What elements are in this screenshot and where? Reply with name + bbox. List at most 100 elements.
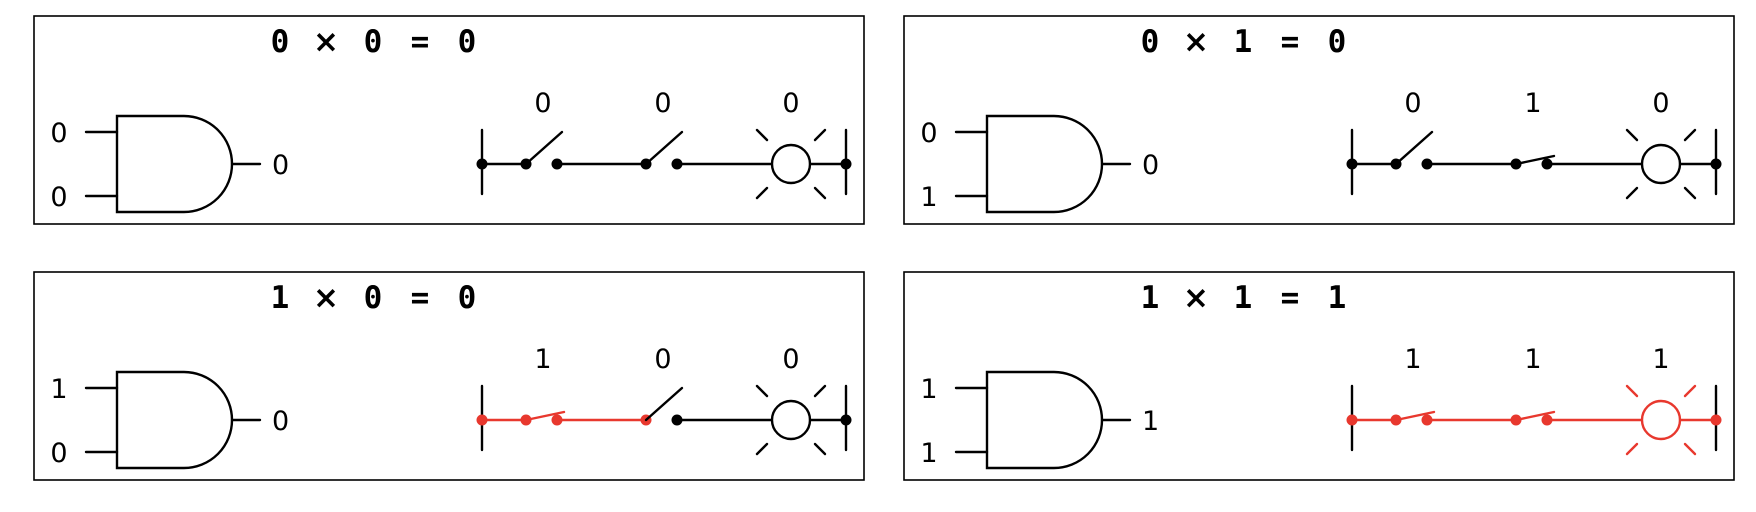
equation-times-sign: ×: [1183, 280, 1209, 316]
gate-output-label: 0: [272, 406, 289, 437]
series-switch-circuit: [1346, 128, 1722, 200]
panel-frame: [33, 15, 865, 225]
rail-node-left: [476, 158, 488, 170]
switch-b-state-label: 0: [654, 88, 671, 119]
switch-b-state-label: 0: [654, 344, 671, 375]
rail-node-right: [1710, 414, 1722, 426]
equation-times-sign: ×: [313, 280, 339, 316]
equation-result: 1: [1328, 280, 1347, 316]
equation-result: 0: [458, 24, 477, 60]
equation-operand-b: 1: [1234, 24, 1253, 60]
lamp-bulb: [1640, 143, 1682, 185]
lamp-ray-4: [813, 186, 827, 200]
switch-a-state-label: 1: [534, 344, 551, 375]
lamp-ray-1: [1625, 128, 1639, 142]
lamp-ray-1: [1625, 384, 1639, 398]
lamp-ray-3: [755, 186, 769, 200]
panel-3: 1 × 0 = 0 1 0 0 1 0 0: [33, 271, 865, 481]
rail-node-left: [476, 414, 488, 426]
switch-b-blade-closed: [1514, 410, 1556, 422]
gate-input-b-label: 1: [920, 182, 937, 213]
panel-frame: [33, 271, 865, 481]
and-gate-body: [985, 114, 1104, 214]
equation-result: 0: [1328, 24, 1347, 60]
panel-frame: [903, 15, 1735, 225]
lamp-ray-2: [813, 128, 827, 142]
rail-node-right: [840, 158, 852, 170]
gate-output-label: 1: [1142, 406, 1159, 437]
switch-a-state-label: 0: [1404, 88, 1421, 119]
equation-operand-b: 0: [364, 280, 383, 316]
lamp-ray-2: [813, 384, 827, 398]
series-switch-circuit: [476, 128, 852, 200]
lamp-ray-4: [1683, 442, 1697, 456]
lamp-state-label: 0: [782, 344, 799, 375]
equation-equals-sign: =: [411, 24, 430, 60]
rail-node-right: [1710, 158, 1722, 170]
switch-a-blade-closed: [1394, 410, 1436, 422]
switch-b-blade-open: [644, 386, 684, 422]
lamp-bulb: [1640, 399, 1682, 441]
and-gate-symbol: [954, 114, 1132, 214]
lamp-state-label: 0: [782, 88, 799, 119]
series-switch-circuit: [1346, 384, 1722, 456]
gate-input-a-label: 0: [50, 118, 67, 149]
switch-a-blade-open: [524, 130, 564, 166]
lamp-state-label: 1: [1652, 344, 1669, 375]
equation-operand-a: 1: [271, 280, 290, 316]
equation-equals-sign: =: [1281, 280, 1300, 316]
lamp-bulb: [770, 399, 812, 441]
lamp-ray-3: [755, 442, 769, 456]
and-gate-symbol: [84, 114, 262, 214]
and-gate-body: [115, 370, 234, 470]
and-gate-body: [115, 114, 234, 214]
rail-node-right: [840, 414, 852, 426]
lamp-state-label: 0: [1652, 88, 1669, 119]
switch-a-state-label: 0: [534, 88, 551, 119]
equation-equals-sign: =: [1281, 24, 1300, 60]
series-switch-circuit: [476, 384, 852, 456]
panel-1: 0 × 0 = 0 0 0 0 0 0 0: [33, 15, 865, 225]
and-gate-body: [985, 370, 1104, 470]
equation-result: 0: [458, 280, 477, 316]
gate-output-label: 0: [272, 150, 289, 181]
rail-node-left: [1346, 158, 1358, 170]
switch-b-blade-closed: [1514, 154, 1556, 166]
switch-b-blade-open: [644, 130, 684, 166]
gate-input-b-label: 0: [50, 438, 67, 469]
lamp-ray-4: [1683, 186, 1697, 200]
switch-a-blade-open: [1394, 130, 1434, 166]
gate-input-b-label: 1: [920, 438, 937, 469]
panel-4: 1 × 1 = 1 1 1 1 1 1 1: [903, 271, 1735, 481]
lamp-ray-2: [1683, 384, 1697, 398]
lamp-ray-2: [1683, 128, 1697, 142]
gate-input-a-label: 1: [920, 374, 937, 405]
gate-input-a-label: 1: [50, 374, 67, 405]
equation-operand-a: 1: [1141, 280, 1160, 316]
lamp-ray-4: [813, 442, 827, 456]
equation-operand-b: 1: [1234, 280, 1253, 316]
gate-input-a-label: 0: [920, 118, 937, 149]
gate-output-label: 0: [1142, 150, 1159, 181]
equation-operand-b: 0: [364, 24, 383, 60]
lamp-bulb: [770, 143, 812, 185]
equation-equals-sign: =: [411, 280, 430, 316]
lamp-ray-3: [1625, 442, 1639, 456]
gate-input-b-label: 0: [50, 182, 67, 213]
and-gate-symbol: [954, 370, 1132, 470]
equation-times-sign: ×: [313, 24, 339, 60]
lamp-ray-1: [755, 384, 769, 398]
lamp-ray-3: [1625, 186, 1639, 200]
switch-a-state-label: 1: [1404, 344, 1421, 375]
switch-b-state-label: 1: [1524, 344, 1541, 375]
lamp-ray-1: [755, 128, 769, 142]
rail-node-left: [1346, 414, 1358, 426]
equation-operand-a: 0: [1141, 24, 1160, 60]
switch-b-state-label: 1: [1524, 88, 1541, 119]
and-gate-symbol: [84, 370, 262, 470]
panel-2: 0 × 1 = 0 0 1 0 0 1 0: [903, 15, 1735, 225]
switch-a-blade-closed: [524, 410, 566, 422]
equation-times-sign: ×: [1183, 24, 1209, 60]
